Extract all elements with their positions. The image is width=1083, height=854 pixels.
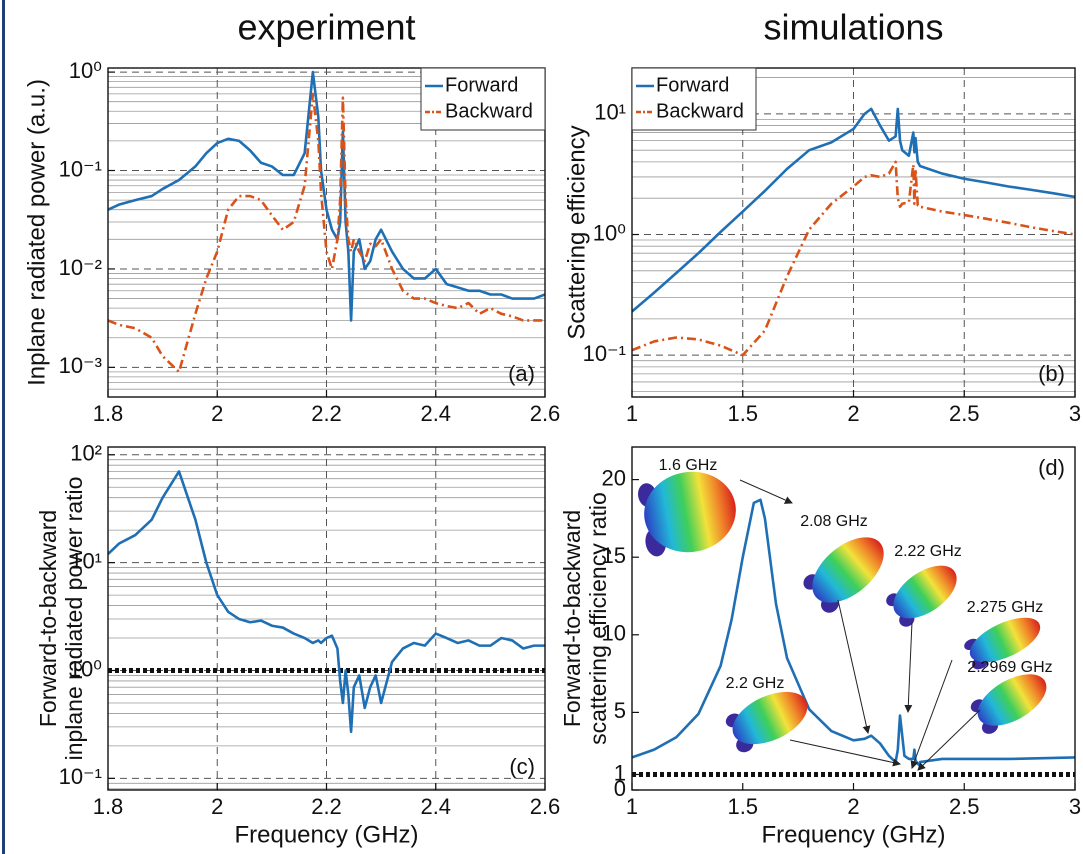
x-tick-label: 1 (626, 401, 638, 426)
x-tick-label: 2 (847, 401, 859, 426)
plot-frame (107, 67, 546, 398)
y-tick-label: 10⁻² (59, 255, 102, 280)
y-tick-label: 20 (602, 465, 626, 490)
radiation-pattern (964, 617, 1041, 670)
series-line (108, 470, 545, 734)
y-tick-label: 0 (614, 776, 626, 801)
y-axis-label: Scattering efficiency (563, 125, 590, 339)
pattern-main-lobe (732, 691, 808, 745)
x-tick-label: 2.5 (949, 794, 980, 819)
frame-border (2, 0, 5, 854)
y-tick-label: 10⁻³ (59, 353, 102, 378)
legend-box (631, 67, 757, 131)
plot-frame (107, 446, 546, 791)
pattern-main-lobe (644, 471, 736, 553)
y-tick-label: 10⁰ (593, 220, 626, 245)
x-axis-label: Frequency (GHz) (761, 821, 945, 848)
legend-label: Forward (445, 74, 518, 96)
x-tick-label: 3 (1069, 794, 1081, 819)
y-tick-label: 5 (614, 698, 626, 723)
y-tick-label: 10⁰ (69, 58, 102, 83)
pattern-main-lobe (893, 565, 957, 619)
annotation-arrow (917, 709, 981, 771)
annotation-label: 2.08 GHz (800, 513, 868, 530)
legend-label: Backward (445, 100, 533, 122)
pattern-main-lobe (977, 674, 1047, 726)
x-tick-label: 2.6 (530, 401, 561, 426)
annotation-arrow (739, 479, 793, 504)
annotation-arrow (837, 599, 871, 734)
x-tick-label: 3 (1069, 401, 1081, 426)
radiation-pattern (725, 691, 808, 753)
plot-frame (631, 446, 1076, 791)
panel: 10⁻¹ 10⁰ 10¹ 10² 1.8 2 2.2 2.4 2.6 Frequency (GHz… (35, 441, 560, 849)
radiation-pattern (638, 471, 736, 557)
x-tick-label: 2.5 (949, 401, 980, 426)
x-tick-label: 2.2 (311, 794, 342, 819)
x-tick-label: 2.4 (420, 794, 451, 819)
column-title: simulations (763, 7, 943, 48)
x-tick-label: 1.8 (93, 401, 124, 426)
y-tick-label: 10¹ (594, 100, 626, 125)
annotation-label: 2.275 GHz (967, 599, 1043, 616)
x-axis-label: Frequency (GHz) (234, 821, 418, 848)
y-axis-label: scattering efficiency ratio (585, 492, 611, 745)
x-tick-label: 1.8 (93, 794, 124, 819)
y-axis-label: Forward-to-backward (35, 510, 61, 727)
y-tick-label: 10⁻¹ (59, 764, 102, 789)
pattern-main-lobe (969, 617, 1041, 663)
x-tick-label: 2.4 (420, 401, 451, 426)
panel: 10⁻³ 10⁻² 10⁻¹ 10⁰ 1.8 2 2.2 2.4 2.6 experiment In… (23, 7, 560, 426)
y-axis-label: Inplane radiated power (a.u.) (23, 79, 50, 386)
x-tick-label: 2.2 (311, 401, 342, 426)
panel-label: (c) (509, 754, 535, 779)
x-tick-label: 2 (211, 401, 223, 426)
y-tick-label: 10⁻¹ (59, 156, 102, 181)
y-axis-label: inplane radiated power ratio (61, 477, 87, 761)
legend-box (420, 67, 546, 131)
panel-label: (d) (1038, 455, 1065, 480)
radiation-pattern (886, 565, 957, 627)
plot-frame (631, 67, 1076, 398)
panel-label: (b) (1038, 361, 1065, 386)
y-tick-label: 10¹ (70, 548, 102, 573)
annotation-label: 1.6 GHz (659, 457, 718, 474)
annotation-label: 2.22 GHz (894, 543, 962, 560)
annotation-arrow (904, 621, 913, 713)
annotation-arrow (789, 739, 901, 767)
x-tick-label: 1.5 (727, 401, 758, 426)
y-tick-label: 1 (614, 760, 626, 785)
radiation-pattern (970, 674, 1047, 734)
x-tick-label: 1 (626, 794, 638, 819)
panel: 10⁻¹ 10⁰ 10¹ 1 1.5 2 2.5 3 simulations Scattering… (563, 7, 1081, 426)
y-tick-label: 15 (602, 543, 626, 568)
series-line (632, 107, 1075, 313)
y-tick-label: 10 (602, 621, 626, 646)
x-tick-label: 2 (211, 794, 223, 819)
x-tick-label: 2.6 (530, 794, 561, 819)
x-tick-label: 2 (847, 794, 859, 819)
annotation-label: 2.2 GHz (726, 675, 785, 692)
legend-label: Backward (656, 100, 744, 122)
y-tick-label: 10⁻¹ (583, 341, 626, 366)
radiation-pattern (803, 537, 884, 613)
column-title: experiment (237, 7, 415, 48)
y-tick-label: 10⁰ (69, 656, 102, 681)
y-axis-label: Forward-to-backward (559, 510, 585, 727)
annotation-arrow (910, 659, 953, 769)
legend-label: Forward (656, 74, 729, 96)
annotation-label: 2.2969 GHz (967, 659, 1052, 676)
series-line (108, 92, 545, 374)
panel-label: (a) (508, 361, 535, 386)
pattern-main-lobe (812, 537, 884, 603)
y-tick-label: 10² (70, 441, 102, 466)
x-tick-label: 1.5 (727, 794, 758, 819)
